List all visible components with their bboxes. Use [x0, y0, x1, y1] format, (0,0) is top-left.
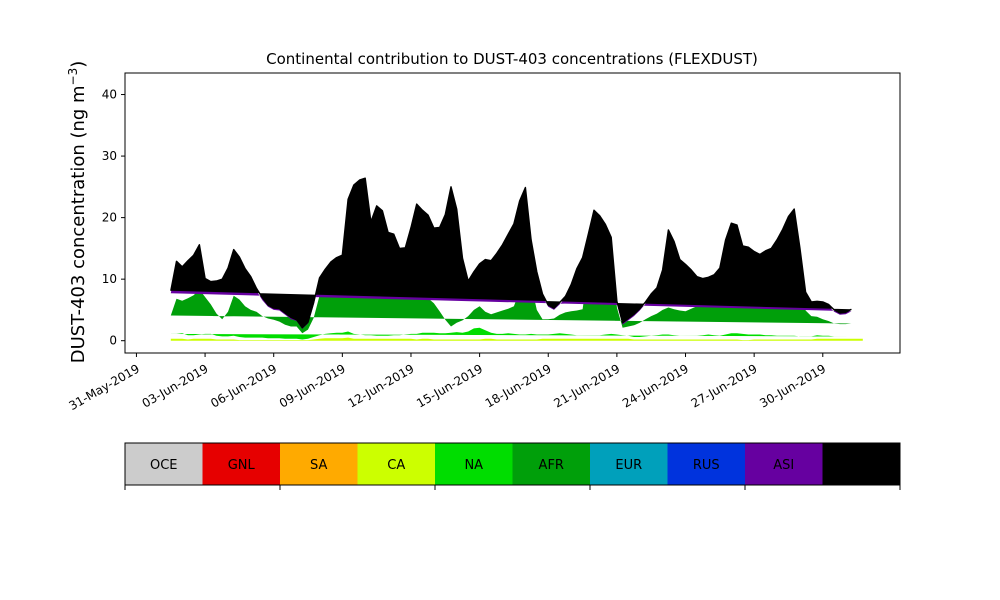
x-tick-label: 09-Jun-2019	[277, 361, 348, 410]
legend-label-rus: RUS	[693, 458, 720, 473]
plot-frame	[124, 72, 901, 354]
legend-swatch-gnl	[202, 443, 281, 485]
legend-swatch-asi	[745, 443, 823, 485]
y-tick-label: 10	[102, 272, 117, 286]
legend-swatch-rus	[667, 443, 746, 485]
x-tick-label: 03-Jun-2019	[140, 361, 211, 410]
legend-swatch-oce	[125, 443, 203, 485]
x-axis: 31-May-201903-Jun-201906-Jun-201909-Jun-…	[66, 353, 828, 413]
legend-swatch-ca	[357, 443, 436, 485]
legend-label-gnl: GNL	[228, 458, 256, 473]
legend-swatch-afr	[512, 443, 591, 485]
y-axis-label-main: DUST-403 concentration (ng m	[68, 85, 89, 363]
legend-label-afr: AFR	[539, 458, 564, 473]
total-concentration-line	[170, 177, 852, 329]
x-tick-label: 06-Jun-2019	[208, 361, 279, 410]
y-tick-label: 20	[102, 211, 117, 225]
y-tick-label: 0	[109, 334, 117, 348]
area-na	[170, 327, 852, 340]
x-tick-label: 27-Jun-2019	[689, 361, 760, 410]
legend-swatch-sa	[280, 443, 358, 485]
legend-label-oce: OCE	[150, 458, 178, 473]
legend-label-na: NA	[464, 458, 483, 473]
x-tick-label: 30-Jun-2019	[757, 361, 828, 410]
y-axis-label: DUST-403 concentration (ng m−3)	[66, 61, 89, 364]
y-axis-label-sup: −3	[66, 68, 80, 86]
legend-label-asi: ASI	[773, 458, 794, 473]
x-tick-label: 15-Jun-2019	[414, 361, 485, 410]
area-ca	[170, 337, 863, 341]
legend-label-eur: EUR	[615, 458, 642, 473]
legend-swatch-na	[435, 443, 513, 485]
legend-swatch-eur	[590, 443, 668, 485]
colorbar-legend: OCE GNL SA CA NA AFR EUR RUS ASI AUS	[124, 442, 901, 490]
total-line-group	[170, 177, 852, 329]
x-tick-label: 21-Jun-2019	[551, 361, 622, 410]
stacked-areas	[170, 178, 863, 341]
legend-label-aus: AUS	[848, 458, 875, 473]
legend-label-ca: CA	[387, 458, 405, 473]
area-aus	[170, 178, 852, 328]
legend-frame	[124, 442, 901, 486]
x-tick-label: 24-Jun-2019	[620, 361, 691, 410]
y-axis-label-close: )	[68, 61, 89, 68]
legend-label-sa: SA	[310, 458, 327, 473]
y-tick-label: 30	[102, 149, 117, 163]
chart-title: Continental contribution to DUST-403 con…	[266, 50, 758, 68]
legend-swatch-aus	[822, 443, 901, 485]
area-afr	[170, 193, 852, 334]
x-tick-label: 18-Jun-2019	[483, 361, 554, 410]
x-tick-label: 12-Jun-2019	[345, 361, 416, 410]
y-axis: 0 10 20 30 40	[102, 88, 125, 348]
y-tick-label: 40	[102, 88, 117, 102]
x-tick-label: 31-May-2019	[66, 361, 141, 413]
